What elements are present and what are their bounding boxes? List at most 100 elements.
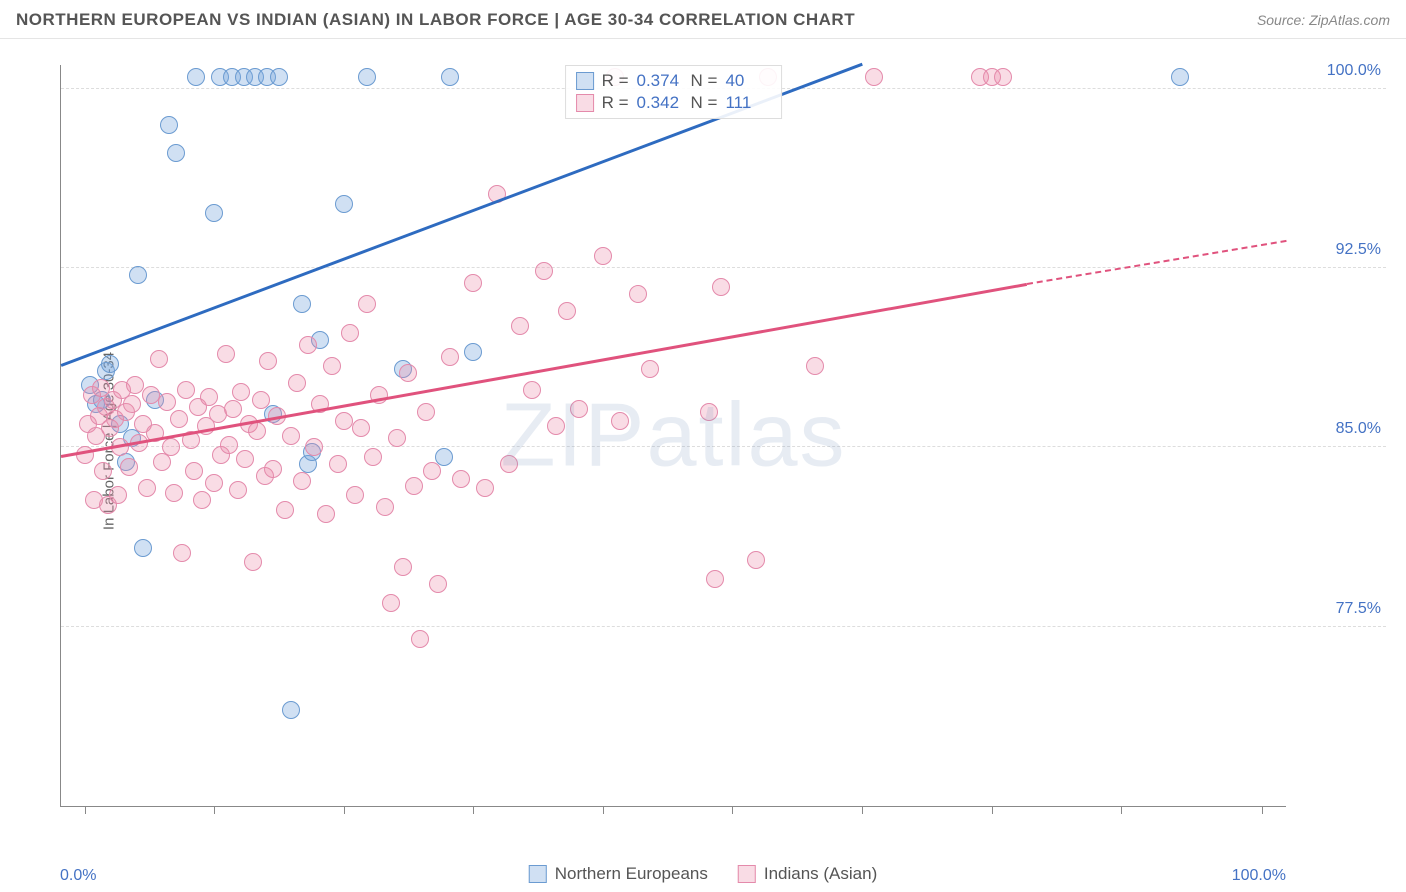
data-point-indians-asian bbox=[706, 570, 724, 588]
data-point-indians-asian bbox=[352, 419, 370, 437]
watermark-left: ZIP bbox=[500, 385, 646, 485]
data-point-indians-asian bbox=[158, 393, 176, 411]
legend-item: Northern Europeans bbox=[529, 864, 708, 884]
data-point-indians-asian bbox=[500, 455, 518, 473]
legend-series: Northern Europeans Indians (Asian) bbox=[529, 864, 877, 884]
data-point-indians-asian bbox=[346, 486, 364, 504]
data-point-indians-asian bbox=[244, 553, 262, 571]
gridline bbox=[61, 267, 1386, 268]
legend-r-value: 0.374 bbox=[637, 71, 683, 91]
data-point-northern-europeans bbox=[464, 343, 482, 361]
data-point-indians-asian bbox=[120, 458, 138, 476]
data-point-indians-asian bbox=[411, 630, 429, 648]
legend-label: Indians (Asian) bbox=[764, 864, 877, 884]
legend-r-value: 0.342 bbox=[637, 93, 683, 113]
data-point-northern-europeans bbox=[187, 68, 205, 86]
x-tick bbox=[344, 806, 345, 814]
gridline bbox=[61, 626, 1386, 627]
data-point-northern-europeans bbox=[441, 68, 459, 86]
data-point-indians-asian bbox=[570, 400, 588, 418]
legend-row-indians-asian: R =0.342N =111 bbox=[576, 92, 772, 114]
data-point-indians-asian bbox=[629, 285, 647, 303]
data-point-northern-europeans bbox=[160, 116, 178, 134]
x-tick bbox=[473, 806, 474, 814]
swatch-icon bbox=[576, 72, 594, 90]
x-tick bbox=[1121, 806, 1122, 814]
data-point-indians-asian bbox=[747, 551, 765, 569]
data-point-indians-asian bbox=[229, 481, 247, 499]
x-tick bbox=[603, 806, 604, 814]
data-point-indians-asian bbox=[293, 472, 311, 490]
data-point-indians-asian bbox=[276, 501, 294, 519]
swatch-icon bbox=[529, 865, 547, 883]
data-point-indians-asian bbox=[109, 486, 127, 504]
y-tick-label: 100.0% bbox=[1291, 62, 1381, 80]
data-point-indians-asian bbox=[248, 422, 266, 440]
legend-item: Indians (Asian) bbox=[738, 864, 877, 884]
data-point-indians-asian bbox=[405, 477, 423, 495]
gridline bbox=[61, 446, 1386, 447]
legend-n-value: 40 bbox=[725, 71, 771, 91]
swatch-icon bbox=[576, 94, 594, 112]
data-point-indians-asian bbox=[341, 324, 359, 342]
data-point-indians-asian bbox=[712, 278, 730, 296]
data-point-indians-asian bbox=[594, 247, 612, 265]
data-point-indians-asian bbox=[76, 446, 94, 464]
x-tick bbox=[85, 806, 86, 814]
data-point-indians-asian bbox=[170, 410, 188, 428]
legend-row-northern-europeans: R =0.374N =40 bbox=[576, 70, 772, 92]
data-point-indians-asian bbox=[317, 505, 335, 523]
data-point-northern-europeans bbox=[101, 355, 119, 373]
data-point-indians-asian bbox=[252, 391, 270, 409]
x-axis-min-label: 0.0% bbox=[60, 867, 96, 885]
x-tick bbox=[214, 806, 215, 814]
data-point-indians-asian bbox=[232, 383, 250, 401]
legend-r-label: R = bbox=[600, 71, 631, 91]
data-point-indians-asian bbox=[464, 274, 482, 292]
data-point-indians-asian bbox=[193, 491, 211, 509]
data-point-indians-asian bbox=[305, 438, 323, 456]
y-tick-label: 77.5% bbox=[1291, 600, 1381, 618]
watermark: ZIPatlas bbox=[500, 384, 846, 487]
data-point-indians-asian bbox=[173, 544, 191, 562]
data-point-indians-asian bbox=[259, 352, 277, 370]
data-point-indians-asian bbox=[476, 479, 494, 497]
legend-correlation: R =0.374N =40R =0.342N =111 bbox=[565, 65, 783, 119]
x-tick bbox=[862, 806, 863, 814]
plot-region: ZIPatlas R =0.374N =40R =0.342N =111 77.… bbox=[60, 65, 1286, 807]
y-tick-label: 92.5% bbox=[1291, 241, 1381, 259]
x-axis-max-label: 100.0% bbox=[1232, 867, 1286, 885]
legend-label: Northern Europeans bbox=[555, 864, 708, 884]
chart-header: NORTHERN EUROPEAN VS INDIAN (ASIAN) IN L… bbox=[0, 0, 1406, 39]
data-point-northern-europeans bbox=[335, 195, 353, 213]
x-tick bbox=[1262, 806, 1263, 814]
data-point-indians-asian bbox=[358, 295, 376, 313]
data-point-indians-asian bbox=[142, 386, 160, 404]
data-point-indians-asian bbox=[441, 348, 459, 366]
chart-source: Source: ZipAtlas.com bbox=[1257, 12, 1390, 28]
data-point-northern-europeans bbox=[167, 144, 185, 162]
data-point-northern-europeans bbox=[129, 266, 147, 284]
data-point-northern-europeans bbox=[270, 68, 288, 86]
data-point-indians-asian bbox=[535, 262, 553, 280]
data-point-indians-asian bbox=[865, 68, 883, 86]
data-point-indians-asian bbox=[382, 594, 400, 612]
legend-n-value: 111 bbox=[725, 93, 771, 113]
x-tick bbox=[992, 806, 993, 814]
data-point-northern-europeans bbox=[134, 539, 152, 557]
data-point-northern-europeans bbox=[293, 295, 311, 313]
data-point-indians-asian bbox=[994, 68, 1012, 86]
data-point-northern-europeans bbox=[358, 68, 376, 86]
legend-n-label: N = bbox=[689, 93, 720, 113]
data-point-indians-asian bbox=[394, 558, 412, 576]
data-point-indians-asian bbox=[700, 403, 718, 421]
swatch-icon bbox=[738, 865, 756, 883]
data-point-indians-asian bbox=[236, 450, 254, 468]
data-point-indians-asian bbox=[165, 484, 183, 502]
data-point-indians-asian bbox=[417, 403, 435, 421]
data-point-indians-asian bbox=[558, 302, 576, 320]
data-point-indians-asian bbox=[806, 357, 824, 375]
data-point-indians-asian bbox=[94, 462, 112, 480]
data-point-indians-asian bbox=[299, 336, 317, 354]
data-point-indians-asian bbox=[429, 575, 447, 593]
